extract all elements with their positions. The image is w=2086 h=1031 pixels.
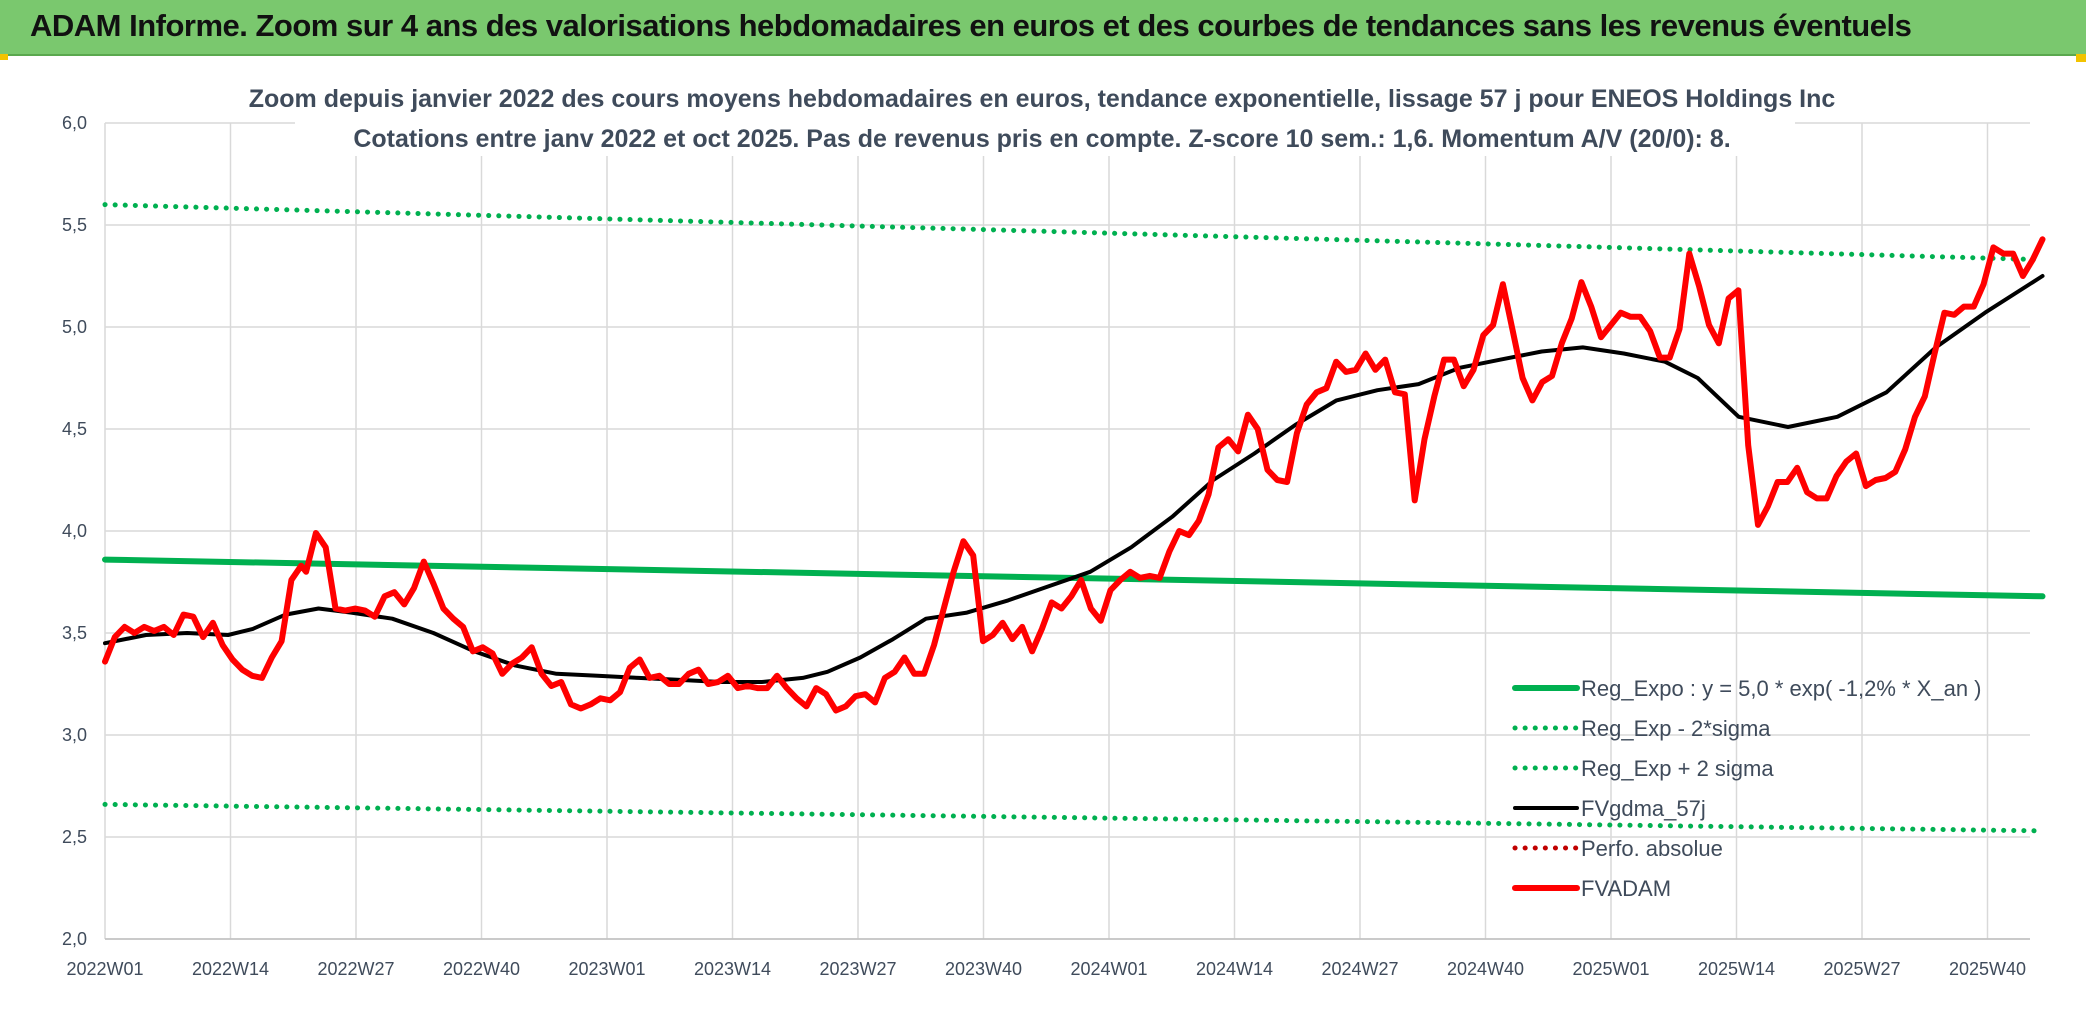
x-tick-label: 2025W27 bbox=[1823, 959, 1900, 979]
legend-label: Perfo. absolue bbox=[1581, 836, 1723, 861]
page-title: ADAM Informe. Zoom sur 4 ans des valoris… bbox=[30, 8, 1912, 43]
legend: Reg_Expo : y = 5,0 * exp( -1,2% * X_an )… bbox=[1505, 673, 2005, 921]
x-tick-label: 2025W14 bbox=[1698, 959, 1775, 979]
x-tick-label: 2024W27 bbox=[1321, 959, 1398, 979]
subtitle-backdrop bbox=[295, 76, 1795, 156]
series-line-1 bbox=[102, 801, 2045, 834]
legend-label: Reg_Exp + 2 sigma bbox=[1581, 756, 1774, 781]
x-tick-label: 2023W40 bbox=[945, 959, 1022, 979]
x-tick-label: 2024W40 bbox=[1447, 959, 1524, 979]
x-tick-label: 2024W01 bbox=[1070, 959, 1147, 979]
x-tick-label: 2025W40 bbox=[1949, 959, 2026, 979]
y-tick-label: 2,0 bbox=[62, 929, 87, 949]
x-tick-label: 2022W01 bbox=[66, 959, 143, 979]
y-tick-label: 3,0 bbox=[62, 725, 87, 745]
x-tick-label: 2022W14 bbox=[192, 959, 269, 979]
corner-accent-left bbox=[0, 54, 8, 60]
y-tick-label: 3,5 bbox=[62, 623, 87, 643]
series-line-3 bbox=[103, 274, 2045, 684]
x-tick-label: 2023W01 bbox=[568, 959, 645, 979]
legend-label: FVADAM bbox=[1581, 876, 1671, 901]
y-tick-label: 6,0 bbox=[62, 113, 87, 133]
y-axis-ticks: 6,0 5,5 5,0 4,5 4,0 3,5 3,0 2,5 2,0 bbox=[62, 113, 87, 949]
chart-grid bbox=[104, 122, 2030, 940]
legend-label: Reg_Expo : y = 5,0 * exp( -1,2% * X_an ) bbox=[1581, 676, 1982, 701]
legend-label: FVgdma_57j bbox=[1581, 796, 1706, 821]
y-tick-label: 5,5 bbox=[62, 215, 87, 235]
title-banner: ADAM Informe. Zoom sur 4 ans des valoris… bbox=[0, 0, 2086, 56]
y-tick-label: 2,5 bbox=[62, 827, 87, 847]
chart-title: Zoom depuis janvier 2022 des cours moyen… bbox=[249, 85, 1836, 113]
legend-label: Reg_Exp - 2*sigma bbox=[1581, 716, 1771, 741]
x-tick-label: 2022W40 bbox=[443, 959, 520, 979]
chart-series bbox=[102, 202, 2046, 834]
series-line-5 bbox=[102, 236, 2046, 714]
x-tick-label: 2023W27 bbox=[819, 959, 896, 979]
x-tick-label: 2023W14 bbox=[694, 959, 771, 979]
y-tick-label: 4,5 bbox=[62, 419, 87, 439]
legend-frame bbox=[1505, 673, 2005, 921]
x-tick-label: 2025W01 bbox=[1572, 959, 1649, 979]
series-line-2 bbox=[102, 202, 2045, 263]
x-axis-ticks: 2022W01 2022W14 2022W27 2022W40 2023W01 2023W… bbox=[66, 959, 2026, 979]
x-tick-label: 2024W14 bbox=[1196, 959, 1273, 979]
chart: Zoom depuis janvier 2022 des cours moyen… bbox=[62, 76, 2046, 979]
x-tick-label: 2022W27 bbox=[317, 959, 394, 979]
y-tick-label: 5,0 bbox=[62, 317, 87, 337]
chart-subtitle: Cotations entre janv 2022 et oct 2025. P… bbox=[353, 125, 1730, 153]
corner-accent-right bbox=[2076, 54, 2086, 62]
y-tick-label: 4,0 bbox=[62, 521, 87, 541]
